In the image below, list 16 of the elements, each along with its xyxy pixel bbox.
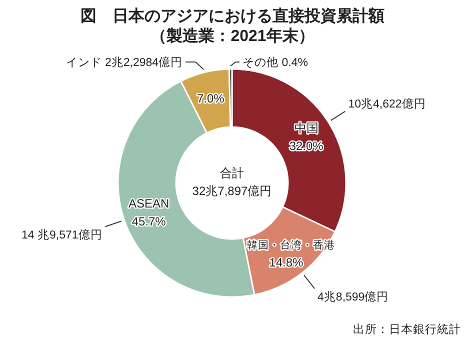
text: 10兆4,622億円	[348, 98, 426, 110]
data-label: 32.0%	[289, 138, 324, 153]
slice-label: ASEAN	[128, 196, 170, 211]
slice-label: 中国	[294, 120, 318, 135]
title: 図 日本のアジアにおける直接投資累計額	[80, 8, 384, 25]
data-label: 14.8%	[269, 255, 304, 270]
text: 合計	[220, 166, 244, 180]
subtitle: （製造業：2021年末）	[150, 28, 314, 45]
text: 32兆7,897億円	[192, 184, 272, 198]
text: 14 兆9,571億円	[22, 230, 102, 242]
text: 4兆8,599億円	[318, 292, 389, 304]
data-label: 45.7%	[132, 214, 166, 229]
slice-label: その他 0.4%	[242, 56, 308, 69]
category-label: インド 2兆2,2984億円	[66, 57, 183, 69]
data-label: 7.0%	[196, 92, 225, 106]
text: 出所：日本銀行統計	[353, 322, 461, 336]
